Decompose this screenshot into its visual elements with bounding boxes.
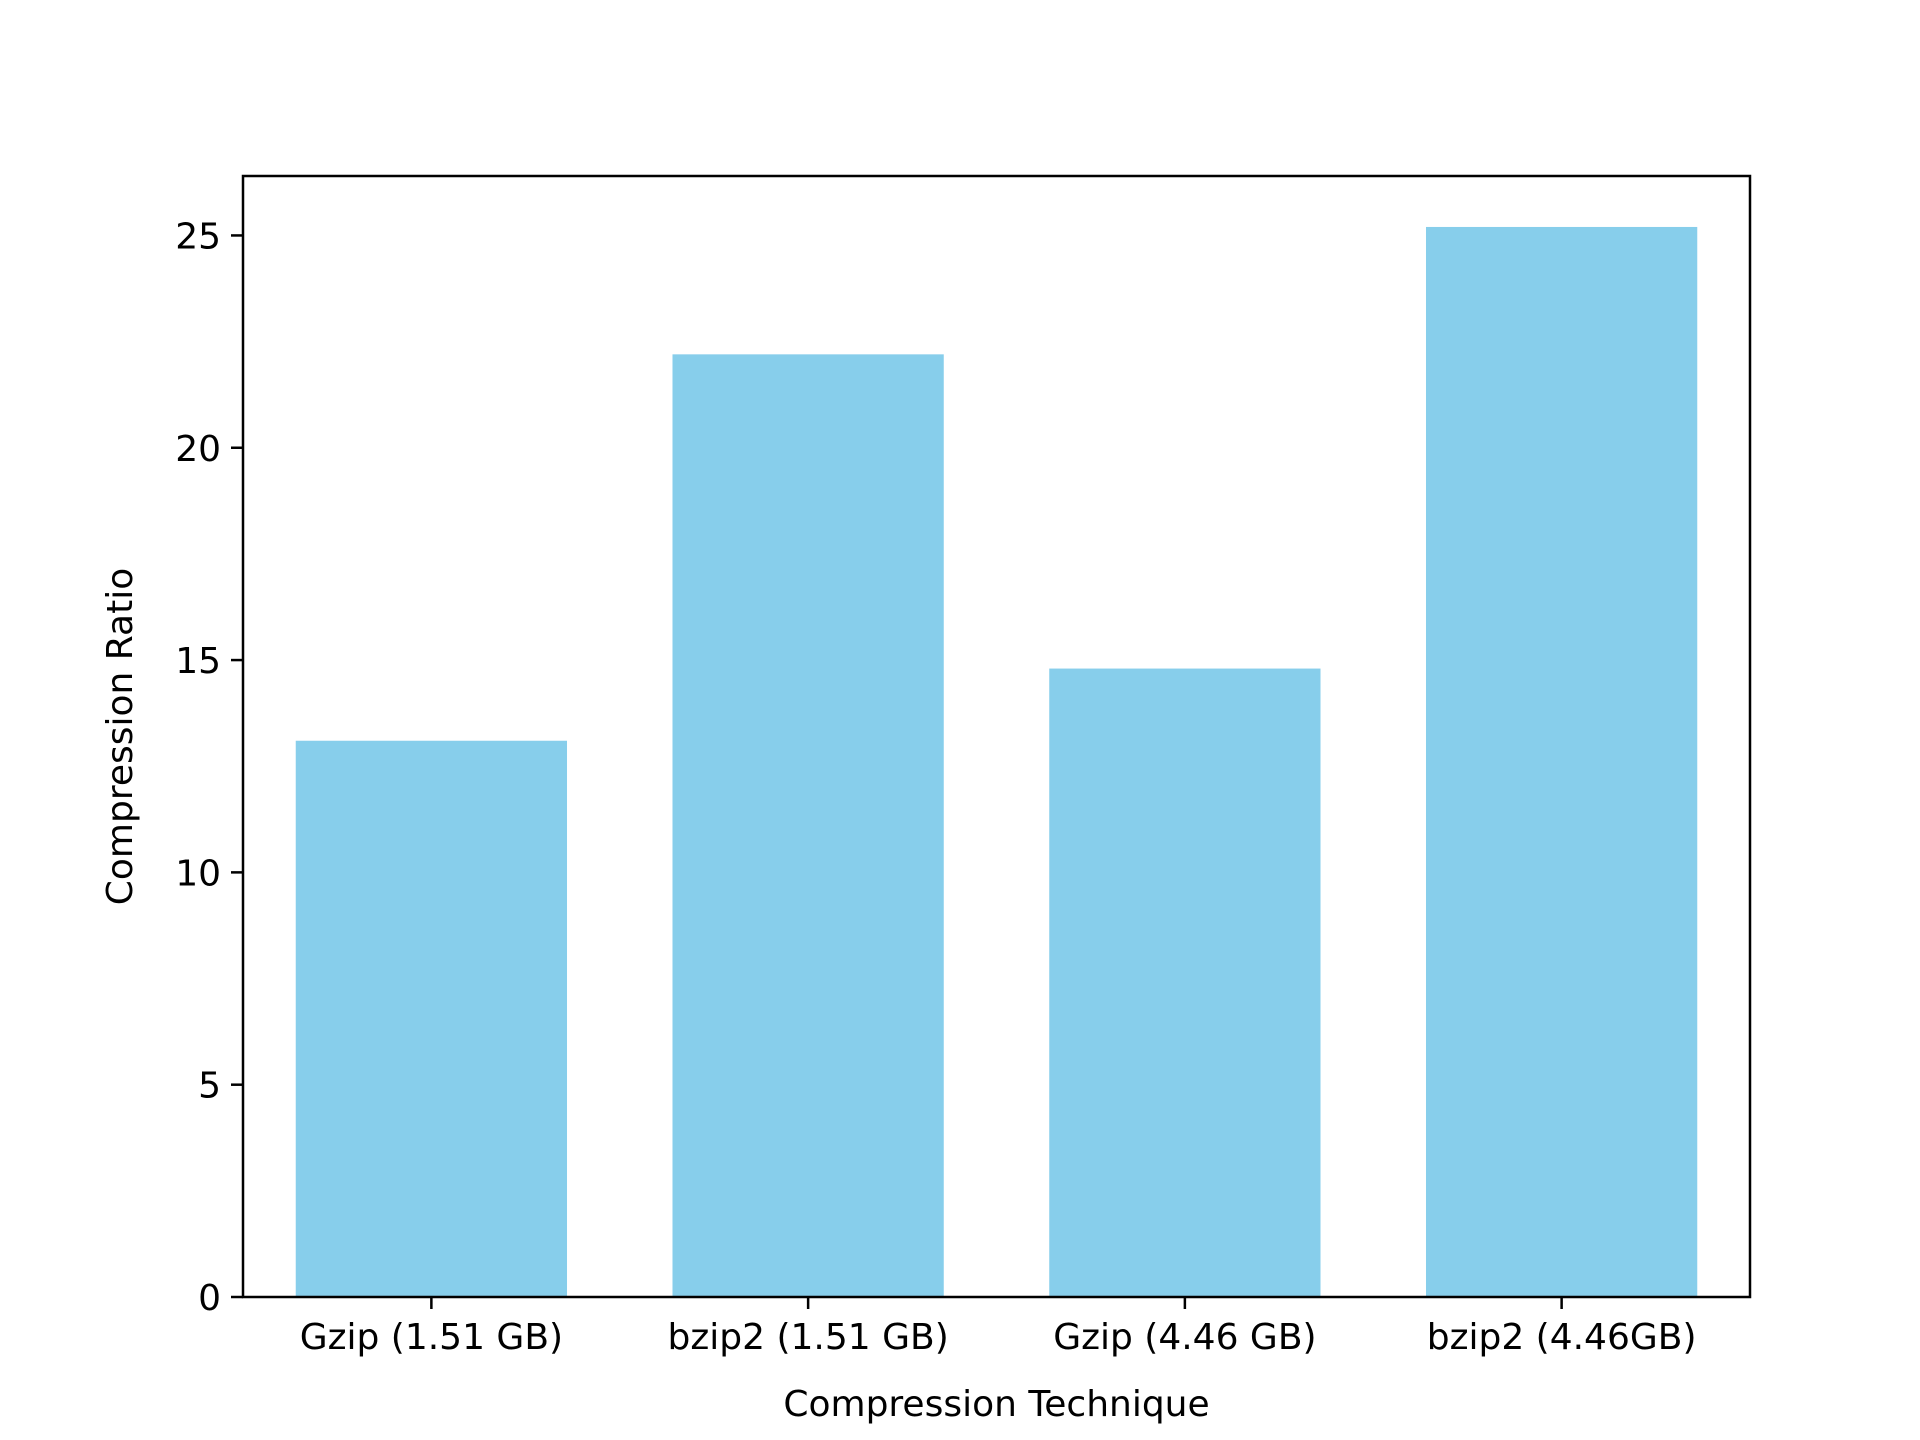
x-tick-label: bzip2 (4.46GB) [1427, 1317, 1697, 1358]
bars-layer [295, 226, 1698, 1297]
y-tick-label: 15 [175, 641, 221, 682]
y-axis-label: Compression Ratio [100, 568, 141, 905]
bar [1425, 226, 1698, 1297]
x-axis-label: Compression Technique [783, 1384, 1209, 1425]
bar [672, 354, 944, 1297]
x-axis-ticks: Gzip (1.51 GB) bzip2 (1.51 GB) Gzip (4.46 … [300, 1297, 1697, 1358]
x-tick-label: Gzip (4.46 GB) [1053, 1317, 1316, 1358]
x-tick-label: bzip2 (1.51 GB) [668, 1317, 949, 1358]
y-tick-label: 5 [198, 1066, 221, 1107]
y-tick-label: 25 [175, 216, 221, 257]
x-tick-label: Gzip (1.51 GB) [300, 1317, 563, 1358]
y-tick-label: 20 [175, 429, 221, 470]
plot-frame [241, 174, 1752, 1299]
y-axis-ticks: 0 5 10 15 20 25 [175, 216, 243, 1319]
y-tick-label: 0 [198, 1278, 221, 1319]
bar [295, 740, 568, 1297]
y-tick-label: 10 [175, 853, 221, 894]
bar [1049, 668, 1321, 1297]
